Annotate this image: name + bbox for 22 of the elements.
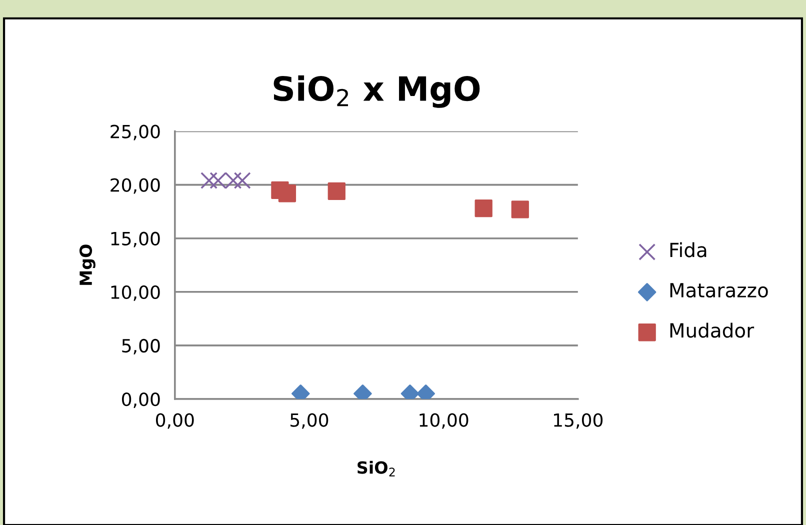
y-tick-label: 20,00 [110,178,160,194]
x-tick-label: 10,00 [420,413,468,429]
x-axis-title: SiO$_{2}$ [358,460,395,476]
x-tick-label: 0,00 [156,413,194,429]
y-tick-label: 25,00 [110,124,160,140]
chart-title: SiO$_{2}$ x MgO [274,75,480,108]
y-axis-title: MgO [79,244,96,285]
y-tick-label: 0,00 [122,392,160,408]
point [278,184,296,202]
x-tick-label: 15,00 [554,413,603,429]
y-tick-label: 10,00 [111,285,160,301]
legend-label: Fida [670,242,706,258]
point [234,172,251,190]
x-tick-label: 5,00 [290,413,328,429]
legend-label: Matarazzo [670,283,768,298]
point [474,200,492,218]
y-tick-label: 5,00 [122,338,160,354]
legend-label: Mudador [670,322,754,338]
point [200,172,218,190]
point [328,182,346,200]
y-tick-label: 15,00 [111,232,160,248]
point [511,200,529,218]
